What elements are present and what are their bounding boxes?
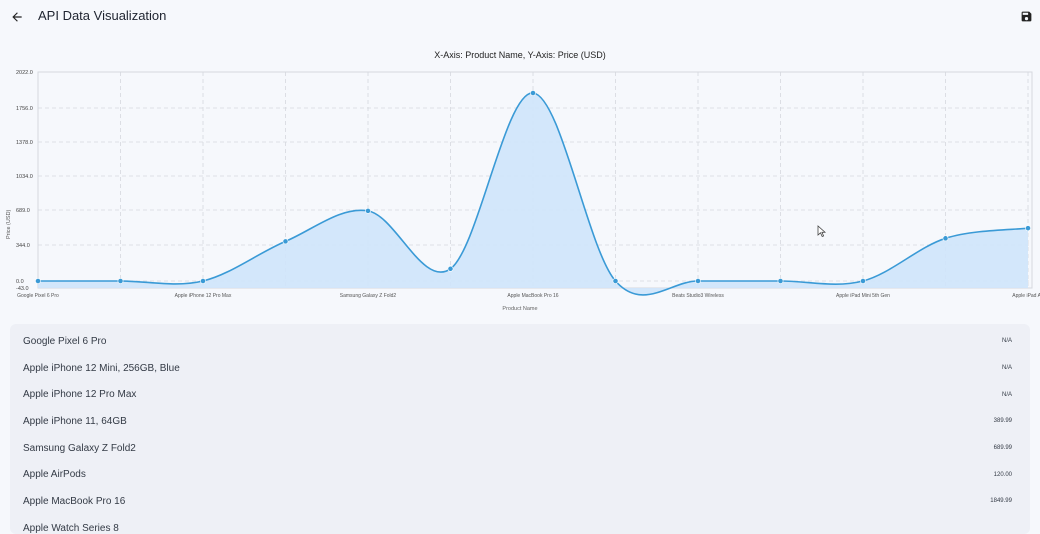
product-price: 389.99 xyxy=(993,418,1012,425)
data-point xyxy=(695,278,701,284)
data-point xyxy=(777,278,784,284)
data-point xyxy=(282,238,289,245)
data-point xyxy=(1025,225,1031,232)
x-tick-label: Beats Studio3 Wireless xyxy=(672,293,724,299)
product-name: Apple Watch Series 8 xyxy=(23,522,119,534)
product-price: 120.00 xyxy=(993,471,1012,478)
product-name: Apple MacBook Pro 16 xyxy=(23,495,126,507)
product-list[interactable]: Google Pixel 6 Pro N/A Apple iPhone 12 Min… xyxy=(10,324,1030,534)
x-tick-label: Apple MacBook Pro 16 xyxy=(507,293,558,299)
price-chart: X-Axis: Product Name, Y-Axis: Price (USD… xyxy=(0,44,1040,316)
y-axis-label: Price (USD) xyxy=(6,209,12,239)
data-point xyxy=(200,278,206,284)
product-price: N/A xyxy=(1001,365,1012,372)
chart-title: X-Axis: Product Name, Y-Axis: Price (USD… xyxy=(434,50,606,60)
x-tick-label: Google Pixel 6 Pro xyxy=(17,293,59,299)
page-title: API Data Visualization xyxy=(38,8,167,23)
list-item[interactable]: Apple iPhone 11, 64GB 389.99 xyxy=(10,408,1030,435)
back-button[interactable] xyxy=(6,6,28,28)
list-item[interactable]: Apple MacBook Pro 16 1849.99 xyxy=(10,488,1030,515)
arrow-left-icon xyxy=(12,12,22,22)
product-name: Google Pixel 6 Pro xyxy=(23,335,107,347)
data-point xyxy=(942,235,949,242)
y-tick-label: 2022.0 xyxy=(16,70,33,76)
product-name: Apple iPhone 12 Mini, 256GB, Blue xyxy=(23,362,180,374)
list-item[interactable]: Apple AirPods 120.00 xyxy=(10,461,1030,488)
list-item[interactable]: Apple iPhone 12 Pro Max N/A xyxy=(10,381,1030,408)
list-item[interactable]: Samsung Galaxy Z Fold2 689.99 xyxy=(10,435,1030,462)
x-axis-label: Product Name xyxy=(502,306,537,312)
x-tick-label: Apple iPad Air xyxy=(1012,293,1040,299)
y-tick-label: 0.0 xyxy=(16,279,24,285)
y-tick-label: 689.0 xyxy=(16,208,30,214)
y-tick-label: -43.0 xyxy=(16,286,29,292)
save-button[interactable] xyxy=(1016,6,1036,26)
product-price: 689.99 xyxy=(993,445,1012,452)
mouse-pointer-icon xyxy=(817,225,827,238)
series-area xyxy=(38,92,1028,295)
data-point xyxy=(530,90,536,96)
product-name: Apple iPhone 12 Pro Max xyxy=(23,389,137,401)
data-point xyxy=(117,278,124,284)
data-point xyxy=(860,278,866,284)
data-point xyxy=(365,207,371,214)
x-tick-label: Apple iPhone 12 Pro Max xyxy=(175,293,232,299)
y-tick-label: 1378.0 xyxy=(16,140,33,146)
product-price: N/A xyxy=(1001,391,1012,398)
floppy-disk-icon xyxy=(1021,11,1031,21)
product-name: Samsung Galaxy Z Fold2 xyxy=(23,442,136,454)
x-tick-label: Samsung Galaxy Z Fold2 xyxy=(340,293,397,299)
chart-canvas: -43.00.0 344.0 689.0 1034.0 1378.0 1756.0 2022… xyxy=(6,70,1040,312)
product-price: N/A xyxy=(1001,338,1012,345)
y-tick-label: 1034.0 xyxy=(16,174,33,180)
x-tick-label: Apple iPad Mini 5th Gen xyxy=(836,293,890,299)
product-name: Apple AirPods xyxy=(23,469,86,481)
list-item[interactable]: Google Pixel 6 Pro N/A xyxy=(10,328,1030,355)
product-name: Apple iPhone 11, 64GB xyxy=(23,415,127,427)
list-item[interactable]: Apple Watch Series 8 xyxy=(10,515,1030,534)
data-point xyxy=(612,278,619,284)
data-point xyxy=(447,265,454,272)
y-tick-label: 1756.0 xyxy=(16,106,33,112)
app-bar: API Data Visualization xyxy=(0,0,1040,34)
data-point xyxy=(35,278,41,284)
product-price: 1849.99 xyxy=(990,498,1012,505)
y-tick-label: 344.0 xyxy=(16,243,30,249)
list-item[interactable]: Apple iPhone 12 Mini, 256GB, Blue N/A xyxy=(10,355,1030,382)
